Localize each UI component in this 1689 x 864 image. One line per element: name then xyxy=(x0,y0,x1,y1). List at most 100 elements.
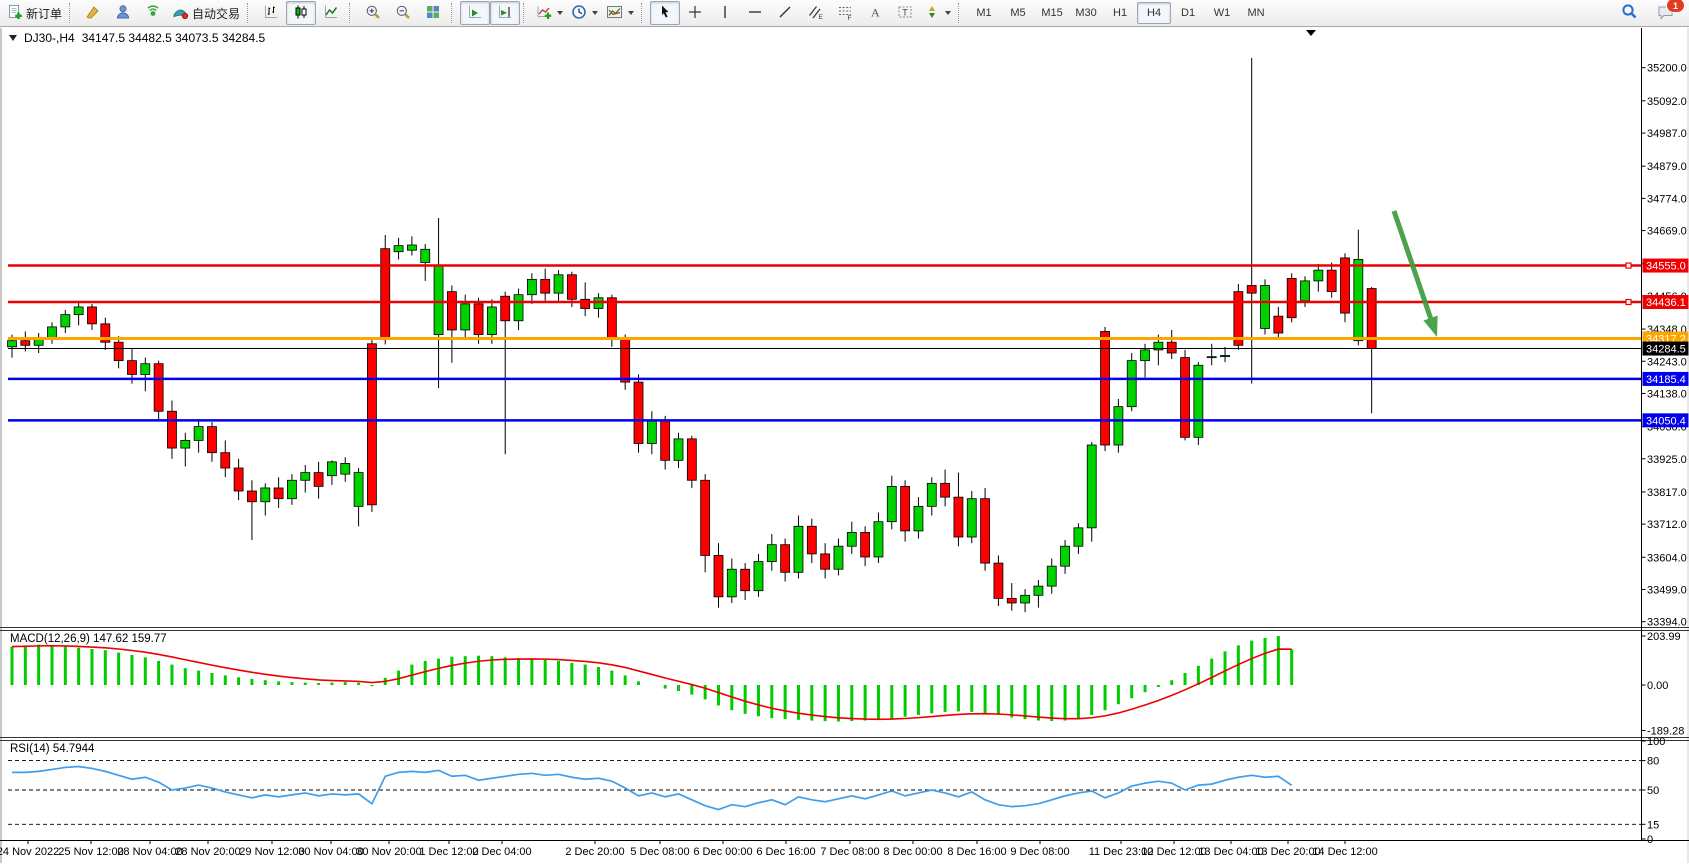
svg-text:30 Nov 20:00: 30 Nov 20:00 xyxy=(356,846,421,858)
svg-text:35092.0: 35092.0 xyxy=(1647,96,1687,108)
tile-windows-button[interactable] xyxy=(418,1,448,25)
toolbar-separator xyxy=(69,3,74,23)
expert-hat-icon xyxy=(172,4,189,23)
svg-text:RSI(14) 54.7944: RSI(14) 54.7944 xyxy=(10,743,95,755)
template-icon xyxy=(606,4,623,23)
zoom-in-button[interactable] xyxy=(358,1,388,25)
new-order-icon xyxy=(7,4,23,23)
timeframe-h1-button[interactable]: H1 xyxy=(1103,2,1137,24)
auto-scroll-button[interactable] xyxy=(460,1,491,25)
timeframe-label: W1 xyxy=(1213,7,1231,19)
svg-text:F: F xyxy=(848,15,852,20)
line-chart-icon xyxy=(323,4,339,23)
svg-text:8 Dec 00:00: 8 Dec 00:00 xyxy=(883,846,942,858)
templates-button[interactable] xyxy=(602,1,638,25)
svg-text:33394.0: 33394.0 xyxy=(1647,617,1687,629)
timeframe-m15-button[interactable]: M15 xyxy=(1035,2,1069,24)
chart-title-bar: DJ30-,H4 34147.5 34482.5 34073.5 34284.5 xyxy=(9,31,265,45)
timeframe-d1-button[interactable]: D1 xyxy=(1171,2,1205,24)
symbol-dropdown-icon[interactable] xyxy=(9,35,17,41)
chevron-down-icon xyxy=(628,11,635,15)
svg-text:2 Dec 04:00: 2 Dec 04:00 xyxy=(472,846,531,858)
crosshair-tool-button[interactable] xyxy=(680,1,710,25)
zoom-out-button[interactable] xyxy=(388,1,418,25)
search-button[interactable] xyxy=(1614,1,1644,25)
autotrading-button[interactable]: 自动交易 xyxy=(168,1,244,25)
svg-text:33499.0: 33499.0 xyxy=(1647,584,1687,596)
svg-text:33712.0: 33712.0 xyxy=(1647,519,1687,531)
timeframe-label: M30 xyxy=(1075,7,1097,19)
chart-shift-button[interactable] xyxy=(490,1,521,25)
svg-text:6 Dec 00:00: 6 Dec 00:00 xyxy=(693,846,752,858)
toolbar-separator xyxy=(523,3,528,23)
crosshair-icon xyxy=(687,4,703,23)
svg-text:-189.28: -189.28 xyxy=(1647,725,1684,737)
arrows-tool-button[interactable] xyxy=(920,1,955,25)
svg-text:6 Dec 16:00: 6 Dec 16:00 xyxy=(756,846,815,858)
svg-text:15: 15 xyxy=(1647,819,1659,831)
indicators-button[interactable] xyxy=(532,1,567,25)
timeframe-m30-button[interactable]: M30 xyxy=(1069,2,1103,24)
svg-text:30 Nov 04:00: 30 Nov 04:00 xyxy=(298,846,363,858)
main-toolbar: 新订单 自动交易 E F A T M1 M5 M15 M30 H1 H4 D1 … xyxy=(0,0,1689,27)
svg-text:29 Nov 12:00: 29 Nov 12:00 xyxy=(239,846,304,858)
svg-text:2 Dec 20:00: 2 Dec 20:00 xyxy=(565,846,624,858)
horizontal-line-tool-button[interactable] xyxy=(740,1,770,25)
svg-text:100: 100 xyxy=(1647,736,1665,748)
svg-text:28 Nov 04:00: 28 Nov 04:00 xyxy=(117,846,182,858)
svg-text:MACD(12,26,9) 147.62 159.77: MACD(12,26,9) 147.62 159.77 xyxy=(10,633,167,645)
bar-chart-button[interactable] xyxy=(256,1,286,25)
timeframe-h4-button[interactable]: H4 xyxy=(1137,2,1172,24)
svg-text:14 Dec 12:00: 14 Dec 12:00 xyxy=(1312,846,1377,858)
bar-chart-icon xyxy=(263,4,279,23)
candlestick-icon xyxy=(293,4,309,23)
periods-button[interactable] xyxy=(567,1,602,25)
vertical-line-tool-button[interactable] xyxy=(710,1,740,25)
svg-text:28 Nov 20:00: 28 Nov 20:00 xyxy=(175,846,240,858)
svg-text:34138.0: 34138.0 xyxy=(1647,388,1687,400)
svg-text:A: A xyxy=(871,5,880,19)
channel-tool-button[interactable]: E xyxy=(800,1,830,25)
styler-button[interactable] xyxy=(78,1,108,25)
autotrading-label: 自动交易 xyxy=(192,6,241,21)
clock-icon xyxy=(571,4,587,23)
profile-button[interactable] xyxy=(108,1,138,25)
timeframe-mn-button[interactable]: MN xyxy=(1239,2,1273,24)
timeframe-w1-button[interactable]: W1 xyxy=(1205,2,1239,24)
svg-text:T: T xyxy=(902,7,908,17)
chevron-down-icon xyxy=(592,11,599,15)
notification-badge: 1 xyxy=(1666,0,1685,13)
fibonacci-icon: F xyxy=(837,4,853,23)
cursor-tool-button[interactable] xyxy=(650,1,681,25)
text-label-tool-button[interactable]: T xyxy=(890,1,920,25)
timeframe-label: M5 xyxy=(1010,7,1026,19)
timeframe-label: H1 xyxy=(1113,7,1128,19)
toolbar-separator xyxy=(958,3,963,23)
svg-text:35200.0: 35200.0 xyxy=(1647,63,1687,75)
trendline-tool-button[interactable] xyxy=(770,1,800,25)
new-order-label: 新订单 xyxy=(26,6,63,21)
svg-text:33817.0: 33817.0 xyxy=(1647,487,1687,499)
trendline-icon xyxy=(777,4,793,23)
svg-text:50: 50 xyxy=(1647,785,1659,797)
svg-text:34050.4: 34050.4 xyxy=(1646,415,1686,427)
fibonacci-tool-button[interactable]: F xyxy=(830,1,860,25)
signals-button[interactable] xyxy=(138,1,168,25)
text-tool-button[interactable]: A xyxy=(860,1,890,25)
line-chart-button[interactable] xyxy=(316,1,346,25)
search-icon xyxy=(1621,3,1638,23)
timeframe-m1-button[interactable]: M1 xyxy=(967,2,1001,24)
svg-text:11 Dec 23:00: 11 Dec 23:00 xyxy=(1089,846,1154,858)
svg-text:33925.0: 33925.0 xyxy=(1647,454,1687,466)
notifications-button[interactable]: 1 xyxy=(1650,0,1685,25)
svg-text:0.00: 0.00 xyxy=(1647,680,1668,692)
timeframe-m5-button[interactable]: M5 xyxy=(1001,2,1035,24)
svg-text:80: 80 xyxy=(1647,756,1659,768)
text-icon: A xyxy=(868,4,882,23)
candlestick-chart-button[interactable] xyxy=(286,1,317,25)
svg-text:12 Dec 12:00: 12 Dec 12:00 xyxy=(1141,846,1206,858)
cursor-icon xyxy=(657,4,673,23)
new-order-button[interactable]: 新订单 xyxy=(3,1,66,25)
svg-text:9 Dec 08:00: 9 Dec 08:00 xyxy=(1010,846,1069,858)
